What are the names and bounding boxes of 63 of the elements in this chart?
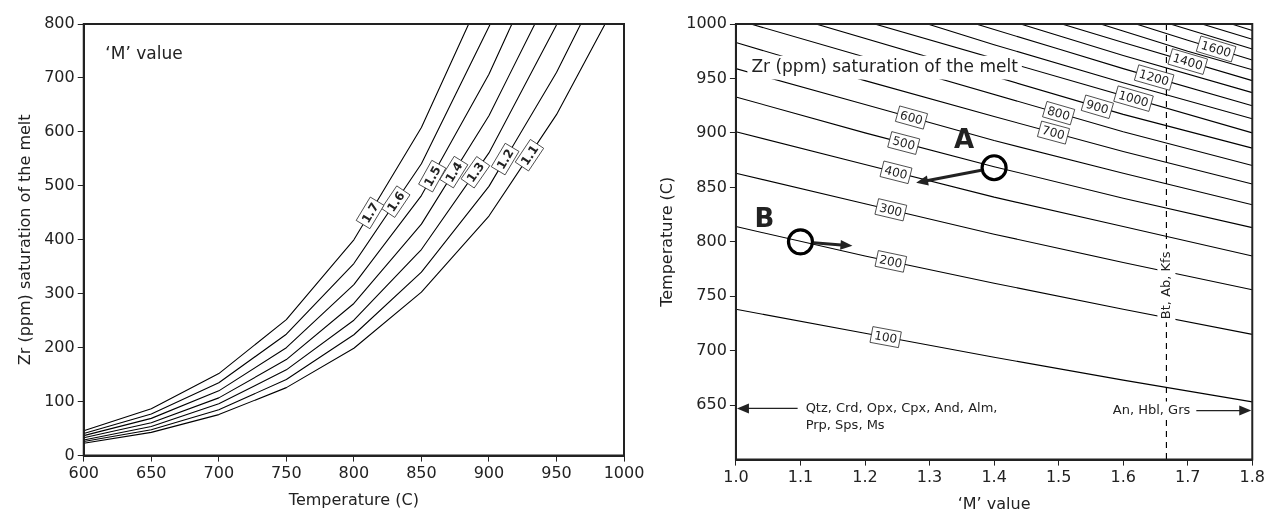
text: 1.2 xyxy=(493,146,517,172)
annotation: B xyxy=(754,202,775,233)
y-tick-label: 100 xyxy=(44,390,75,410)
y-tick-label: 500 xyxy=(44,175,75,195)
text: 900 xyxy=(1084,96,1111,117)
y-axis-title: Temperature (C) xyxy=(656,176,676,308)
text: 600 xyxy=(898,107,925,128)
y-tick-label: 950 xyxy=(696,67,727,87)
text: 1.5 xyxy=(421,163,444,189)
x-tick-label: 750 xyxy=(271,463,302,483)
text: 800 xyxy=(1045,103,1072,124)
y-tick-label: 650 xyxy=(696,394,727,414)
x-axis-title: ‘M’ value xyxy=(957,493,1031,513)
text: 1.1 xyxy=(517,142,542,169)
y-tick-label: 400 xyxy=(44,228,75,248)
x-tick-label: 850 xyxy=(406,463,437,483)
text: 1000 xyxy=(1116,87,1151,110)
x-tick-label: 1.8 xyxy=(1239,467,1265,487)
x-tick-label: 1.5 xyxy=(1045,467,1072,487)
annotation: Zr (ppm) saturation of the melt xyxy=(751,55,1019,76)
y-tick-label: 200 xyxy=(44,336,75,356)
text: 1.3 xyxy=(463,159,488,186)
x-tick-label: 1.2 xyxy=(852,467,878,487)
x-tick-label: 1.1 xyxy=(787,467,814,487)
y-tick-label: 300 xyxy=(44,282,75,302)
x-tick-label: 1000 xyxy=(603,463,645,483)
annotation: An, Hbl, Grs xyxy=(1112,401,1191,417)
annotation: Qtz, Crd, Opx, Cpx, And, Alm, Prp, Sps, Ms xyxy=(805,399,998,433)
text: 700 xyxy=(1040,122,1067,143)
text: 200 xyxy=(878,252,904,271)
y-tick-label: 800 xyxy=(696,230,727,250)
ref-line-label: Bt, Ab, Kfs xyxy=(1157,251,1173,320)
x-tick-label: 800 xyxy=(338,463,370,483)
x-tick-label: 700 xyxy=(203,463,235,483)
x-tick-label: 950 xyxy=(541,463,572,483)
text: 1.4 xyxy=(442,159,466,185)
y-tick-label: 1000 xyxy=(686,13,727,33)
text: 1600 xyxy=(1199,37,1233,61)
x-tick-label: 1.4 xyxy=(981,467,1007,487)
text: 400 xyxy=(883,162,909,183)
text: 300 xyxy=(878,200,904,220)
y-tick-label: 750 xyxy=(696,285,727,305)
y-tick-label: 0 xyxy=(64,444,75,464)
y-tick-label: 800 xyxy=(44,13,75,33)
x-tick-label: 900 xyxy=(473,463,505,483)
text: 100 xyxy=(873,328,899,347)
text: 1200 xyxy=(1137,66,1171,89)
x-tick-label: 650 xyxy=(136,463,167,483)
x-tick-label: 600 xyxy=(68,463,100,483)
x-tick-label: 1.0 xyxy=(723,467,749,487)
y-tick-label: 700 xyxy=(696,339,727,359)
text: 500 xyxy=(890,133,917,153)
y-tick-label: 700 xyxy=(44,67,75,87)
annotation: ‘M’ value xyxy=(105,42,183,63)
y-tick-label: 850 xyxy=(696,176,727,196)
x-axis-title: Temperature (C) xyxy=(287,489,419,509)
y-tick-label: 600 xyxy=(44,121,75,141)
x-tick-label: 1.6 xyxy=(1110,467,1136,487)
x-tick-label: 1.3 xyxy=(916,467,943,487)
y-tick-label: 900 xyxy=(696,122,727,142)
y-axis-title: Zr (ppm) saturation of the melt xyxy=(14,114,34,366)
x-tick-label: 1.7 xyxy=(1175,467,1201,487)
annotation: A xyxy=(954,124,975,155)
